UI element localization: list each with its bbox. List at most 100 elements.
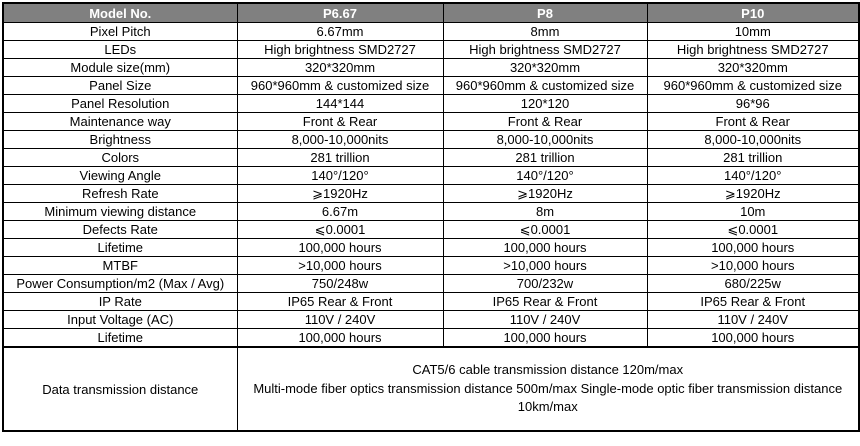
header-p8: P8 <box>442 2 648 23</box>
value-cell: 100,000 hours <box>236 328 444 348</box>
value-cell: 120*120 <box>442 94 648 113</box>
row-label: Module size(mm) <box>2 58 238 77</box>
row-label: Power Consumption/m2 (Max / Avg) <box>2 274 238 293</box>
value-cell: 8,000-10,000nits <box>646 130 860 149</box>
value-cell: 110V / 240V <box>646 310 860 329</box>
led-panel-spec-table: Model No. P6.67 P8 P10 Pixel Pitch 6.67m… <box>2 2 860 432</box>
value-cell: >10,000 hours <box>236 256 444 275</box>
value-cell: High brightness SMD2727 <box>236 40 444 59</box>
spec-row-lifetime: Lifetime 100,000 hours 100,000 hours 100… <box>2 238 860 257</box>
value-cell: 320*320mm <box>236 58 444 77</box>
value-cell: 110V / 240V <box>236 310 444 329</box>
value-cell: 100,000 hours <box>442 238 648 257</box>
row-label: Data transmission distance <box>2 346 238 432</box>
value-cell: 100,000 hours <box>646 238 860 257</box>
value-cell: 6.67mm <box>236 22 444 41</box>
row-label: Lifetime <box>2 238 238 257</box>
row-label: Colors <box>2 148 238 167</box>
row-label: Pixel Pitch <box>2 22 238 41</box>
row-label: Minimum viewing distance <box>2 202 238 221</box>
spec-row-mtbf: MTBF >10,000 hours >10,000 hours >10,000… <box>2 256 860 275</box>
value-cell: IP65 Rear & Front <box>646 292 860 311</box>
row-label: LEDs <box>2 40 238 59</box>
value-cell: Front & Rear <box>646 112 860 131</box>
value-cell: 8mm <box>442 22 648 41</box>
spec-row-panel-size: Panel Size 960*960mm & customized size 9… <box>2 76 860 95</box>
spec-row-brightness: Brightness 8,000-10,000nits 8,000-10,000… <box>2 130 860 149</box>
spec-row-module-size: Module size(mm) 320*320mm 320*320mm 320*… <box>2 58 860 77</box>
spec-row-min-viewing-distance: Minimum viewing distance 6.67m 8m 10m <box>2 202 860 221</box>
value-cell: 10m <box>646 202 860 221</box>
spec-row-input-voltage: Input Voltage (AC) 110V / 240V 110V / 24… <box>2 310 860 329</box>
row-label: Input Voltage (AC) <box>2 310 238 329</box>
value-cell: 281 trillion <box>236 148 444 167</box>
row-label: Panel Resolution <box>2 94 238 113</box>
value-cell: High brightness SMD2727 <box>442 40 648 59</box>
spec-row-viewing-angle: Viewing Angle 140°/120° 140°/120° 140°/1… <box>2 166 860 185</box>
header-row: Model No. P6.67 P8 P10 <box>2 2 860 23</box>
spec-row-pixel-pitch: Pixel Pitch 6.67mm 8mm 10mm <box>2 22 860 41</box>
spec-row-defects-rate: Defects Rate ⩽0.0001 ⩽0.0001 ⩽0.0001 <box>2 220 860 239</box>
spec-row-colors: Colors 281 trillion 281 trillion 281 tri… <box>2 148 860 167</box>
value-cell: 140°/120° <box>236 166 444 185</box>
spec-row-lifetime-2: Lifetime 100,000 hours 100,000 hours 100… <box>2 328 860 348</box>
spec-row-data-transmission: Data transmission distance CAT5/6 cable … <box>2 346 860 432</box>
spec-row-leds: LEDs High brightness SMD2727 High bright… <box>2 40 860 59</box>
value-cell: 320*320mm <box>646 58 860 77</box>
value-cell: ⩽0.0001 <box>646 220 860 239</box>
transmission-line-2: Multi-mode fiber optics transmission dis… <box>253 380 843 415</box>
row-label: Defects Rate <box>2 220 238 239</box>
value-cell: ⩽0.0001 <box>236 220 444 239</box>
value-cell: Front & Rear <box>236 112 444 131</box>
spec-row-ip-rate: IP Rate IP65 Rear & Front IP65 Rear & Fr… <box>2 292 860 311</box>
value-cell: 320*320mm <box>442 58 648 77</box>
row-label: IP Rate <box>2 292 238 311</box>
value-cell: 960*960mm & customized size <box>442 76 648 95</box>
value-cell: ⩾1920Hz <box>646 184 860 203</box>
value-cell: 680/225w <box>646 274 860 293</box>
row-label: Brightness <box>2 130 238 149</box>
value-cell: 700/232w <box>442 274 648 293</box>
header-p667: P6.67 <box>236 2 444 23</box>
value-cell: 8,000-10,000nits <box>236 130 444 149</box>
value-cell: IP65 Rear & Front <box>236 292 444 311</box>
value-cell: 100,000 hours <box>646 328 860 348</box>
value-cell: 8,000-10,000nits <box>442 130 648 149</box>
value-cell: High brightness SMD2727 <box>646 40 860 59</box>
value-cell: ⩽0.0001 <box>442 220 648 239</box>
row-label: Panel Size <box>2 76 238 95</box>
header-p10: P10 <box>646 2 860 23</box>
row-label: Lifetime <box>2 328 238 348</box>
value-cell: 110V / 240V <box>442 310 648 329</box>
row-label: MTBF <box>2 256 238 275</box>
value-cell: 140°/120° <box>646 166 860 185</box>
spec-row-power-consumption: Power Consumption/m2 (Max / Avg) 750/248… <box>2 274 860 293</box>
value-cell: 100,000 hours <box>236 238 444 257</box>
transmission-line-1: CAT5/6 cable transmission distance 120m/… <box>412 361 684 377</box>
data-transmission-cell: CAT5/6 cable transmission distance 120m/… <box>236 346 860 432</box>
value-cell: >10,000 hours <box>442 256 648 275</box>
value-cell: 960*960mm & customized size <box>236 76 444 95</box>
value-cell: ⩾1920Hz <box>442 184 648 203</box>
value-cell: 96*96 <box>646 94 860 113</box>
value-cell: Front & Rear <box>442 112 648 131</box>
spec-row-panel-resolution: Panel Resolution 144*144 120*120 96*96 <box>2 94 860 113</box>
value-cell: >10,000 hours <box>646 256 860 275</box>
value-cell: 281 trillion <box>442 148 648 167</box>
spec-row-maintenance-way: Maintenance way Front & Rear Front & Rea… <box>2 112 860 131</box>
row-label: Viewing Angle <box>2 166 238 185</box>
value-cell: ⩾1920Hz <box>236 184 444 203</box>
value-cell: 144*144 <box>236 94 444 113</box>
row-label: Refresh Rate <box>2 184 238 203</box>
value-cell: 10mm <box>646 22 860 41</box>
value-cell: IP65 Rear & Front <box>442 292 648 311</box>
value-cell: 100,000 hours <box>442 328 648 348</box>
value-cell: 8m <box>442 202 648 221</box>
value-cell: 281 trillion <box>646 148 860 167</box>
value-cell: 960*960mm & customized size <box>646 76 860 95</box>
header-model-no: Model No. <box>2 2 238 23</box>
spec-row-refresh-rate: Refresh Rate ⩾1920Hz ⩾1920Hz ⩾1920Hz <box>2 184 860 203</box>
row-label: Maintenance way <box>2 112 238 131</box>
value-cell: 6.67m <box>236 202 444 221</box>
value-cell: 750/248w <box>236 274 444 293</box>
